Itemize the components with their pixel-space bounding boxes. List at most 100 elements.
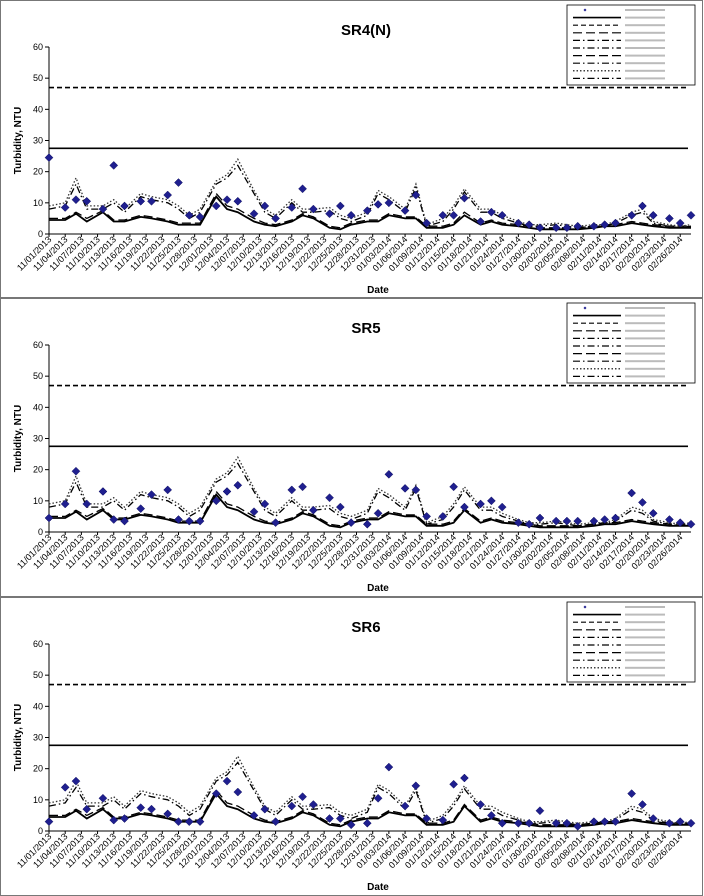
- y-tick-label: 60: [33, 639, 43, 649]
- legend-label-blur: [625, 69, 665, 72]
- legend-label-blur: [625, 666, 665, 669]
- y-tick-label: 20: [33, 764, 43, 774]
- data-point: [638, 201, 647, 211]
- legend-label-blur: [625, 628, 665, 631]
- legend-label-blur: [625, 345, 665, 347]
- legend-label-blur: [625, 9, 665, 11]
- data-point: [449, 779, 458, 789]
- y-tick-label: 0: [38, 527, 43, 537]
- data-point: [384, 469, 394, 479]
- data-point: [335, 502, 345, 512]
- data-point: [233, 480, 243, 490]
- data-point: [233, 196, 243, 206]
- legend-label-blur: [625, 375, 665, 378]
- data-point: [195, 817, 205, 827]
- data-point: [109, 515, 119, 524]
- chart-title: SR4(N): [341, 22, 391, 39]
- data-point: [249, 209, 259, 219]
- y-tick-label: 10: [33, 496, 43, 506]
- series-line: [49, 792, 691, 828]
- data-point: [222, 487, 232, 496]
- data-point: [71, 776, 81, 786]
- data-point: [524, 519, 534, 529]
- data-point: [60, 499, 70, 509]
- legend-label-blur: [625, 39, 665, 42]
- legend-label-blur: [625, 31, 665, 34]
- data-point: [163, 485, 173, 495]
- data-point: [60, 203, 70, 212]
- data-point: [384, 198, 394, 208]
- data-point: [648, 508, 658, 518]
- data-point: [665, 214, 674, 223]
- data-point: [184, 817, 194, 827]
- legend-label-blur: [625, 621, 665, 624]
- data-point: [476, 217, 485, 226]
- data-point: [476, 800, 485, 809]
- data-point: [600, 515, 610, 524]
- x-axis-title: Date: [367, 882, 389, 893]
- legend-label-blur: [625, 606, 665, 608]
- data-point: [422, 814, 432, 823]
- data-point: [174, 817, 183, 827]
- data-point: [335, 814, 345, 823]
- data-point: [222, 776, 232, 786]
- data-point: [373, 508, 383, 518]
- data-point: [346, 210, 356, 220]
- y-tick-label: 30: [33, 733, 43, 743]
- data-point: [136, 803, 146, 812]
- data-point: [487, 496, 496, 506]
- y-tick-label: 60: [33, 42, 43, 52]
- data-point: [222, 195, 232, 205]
- data-point: [573, 516, 583, 526]
- data-point: [400, 206, 410, 215]
- data-point: [346, 820, 356, 830]
- data-point: [438, 815, 448, 825]
- legend-label-blur: [625, 16, 665, 19]
- data-point: [271, 817, 280, 827]
- data-point: [287, 203, 297, 212]
- legend-label-blur: [625, 674, 665, 677]
- data-point: [460, 193, 469, 203]
- legend-label-blur: [625, 659, 665, 662]
- data-point: [514, 818, 523, 828]
- legend-marker: [583, 605, 587, 609]
- data-point: [298, 184, 307, 194]
- legend: [566, 4, 696, 86]
- data-point: [600, 817, 610, 827]
- data-point: [373, 793, 383, 803]
- data-point: [308, 204, 318, 214]
- data-point: [675, 817, 685, 827]
- data-point: [589, 516, 599, 526]
- data-point: [82, 196, 92, 206]
- data-point: [120, 201, 129, 211]
- data-point: [109, 815, 119, 825]
- data-point: [665, 515, 674, 524]
- data-point: [362, 206, 372, 215]
- legend-label-blur: [625, 613, 665, 616]
- y-tick-label: 20: [33, 465, 43, 475]
- legend-marker: [583, 306, 587, 310]
- y-axis-title: Turbidity, NTU: [13, 107, 24, 174]
- data-point: [627, 789, 637, 798]
- data-point: [497, 210, 507, 220]
- data-point: [551, 223, 561, 233]
- data-point: [524, 818, 534, 828]
- series-line: [49, 493, 691, 529]
- data-point: [287, 801, 297, 811]
- legend-label-blur: [625, 54, 665, 57]
- data-point: [82, 804, 92, 814]
- data-point: [260, 804, 270, 814]
- data-point: [44, 817, 54, 827]
- data-point: [174, 178, 183, 187]
- y-tick-label: 40: [33, 402, 43, 412]
- data-point: [589, 817, 599, 827]
- legend-label-blur: [625, 337, 665, 340]
- data-point: [325, 493, 334, 503]
- data-point: [573, 821, 583, 831]
- data-point: [573, 221, 583, 231]
- legend-label-blur: [625, 322, 665, 325]
- legend-label-blur: [625, 636, 665, 639]
- data-point: [346, 518, 356, 528]
- y-axis-title: Turbidity, NTU: [13, 704, 24, 771]
- data-point: [325, 209, 334, 219]
